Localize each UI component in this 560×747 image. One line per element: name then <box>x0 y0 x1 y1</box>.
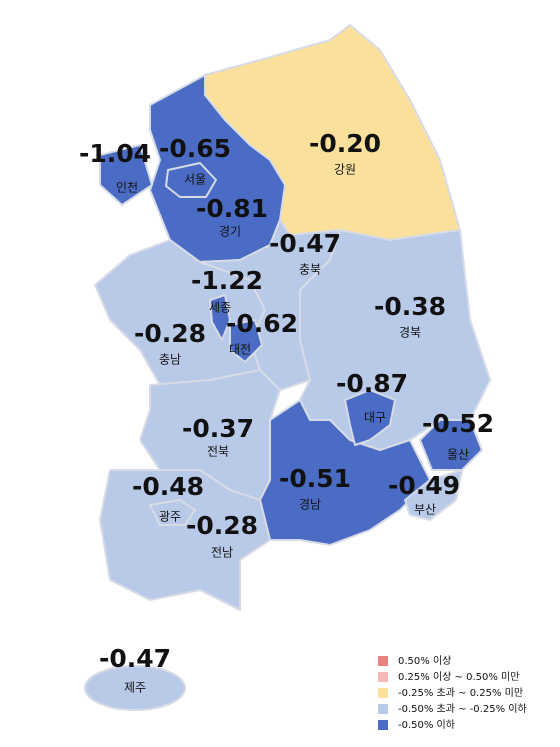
region-name: 경북 <box>399 326 421 340</box>
region-name: 경기 <box>219 225 241 239</box>
legend-swatch <box>378 704 388 714</box>
region-value: -0.65 <box>159 134 231 163</box>
region-value: -0.28 <box>186 511 258 540</box>
legend-swatch <box>378 688 388 698</box>
region-name: 대구 <box>364 411 386 425</box>
region-name: 울산 <box>447 448 469 462</box>
region <box>419 419 483 471</box>
region-value: -0.28 <box>134 319 206 348</box>
legend-label: 0.50% 이상 <box>398 655 451 667</box>
region-name: 인천 <box>116 180 138 195</box>
region <box>404 469 463 521</box>
legend-label: -0.25% 초과 ~ 0.25% 미만 <box>398 687 523 699</box>
region-name: 서울 <box>184 173 206 187</box>
region-value: -0.38 <box>374 292 446 321</box>
region <box>229 319 263 363</box>
legend-label: -0.50% 초과 ~ -0.25% 이하 <box>398 702 527 715</box>
region-value: -0.51 <box>279 464 351 493</box>
legend-label: 0.25% 이상 ~ 0.50% 미만 <box>398 671 519 683</box>
region-name: 충남 <box>159 353 181 367</box>
region-value: -1.04 <box>79 139 151 168</box>
region-value: -0.47 <box>99 644 171 673</box>
region-value: -0.20 <box>309 129 381 158</box>
region-value: -0.48 <box>132 472 204 501</box>
region <box>209 294 231 341</box>
region-value: -0.49 <box>388 471 460 500</box>
region-name: 전북 <box>207 445 229 459</box>
region-value: -0.87 <box>336 369 408 398</box>
region-name: 충북 <box>299 263 321 277</box>
region-name: 경남 <box>299 498 321 512</box>
region-value: -0.47 <box>269 229 341 258</box>
region <box>99 469 271 611</box>
legend-swatch <box>378 656 388 666</box>
region-value: -0.81 <box>196 194 268 223</box>
region <box>149 499 196 526</box>
region-name: 제주 <box>124 681 146 695</box>
region-value: -1.22 <box>191 266 263 295</box>
region-value: -0.37 <box>182 414 254 443</box>
region <box>165 162 217 198</box>
region-value: -0.52 <box>422 409 494 438</box>
region-name: 광주 <box>159 510 181 524</box>
region-value: -0.62 <box>226 309 298 338</box>
region-name: 세종 <box>209 301 231 315</box>
region <box>84 665 186 711</box>
region-name: 부산 <box>414 503 436 517</box>
legend-swatch <box>378 720 388 730</box>
region <box>344 389 396 446</box>
region-name: 대전 <box>229 343 251 357</box>
legend-swatch <box>378 672 388 682</box>
region <box>99 144 153 206</box>
legend-label: -0.50% 이하 <box>398 718 455 731</box>
region-name: 전남 <box>211 546 233 560</box>
region-name: 강원 <box>334 163 356 177</box>
